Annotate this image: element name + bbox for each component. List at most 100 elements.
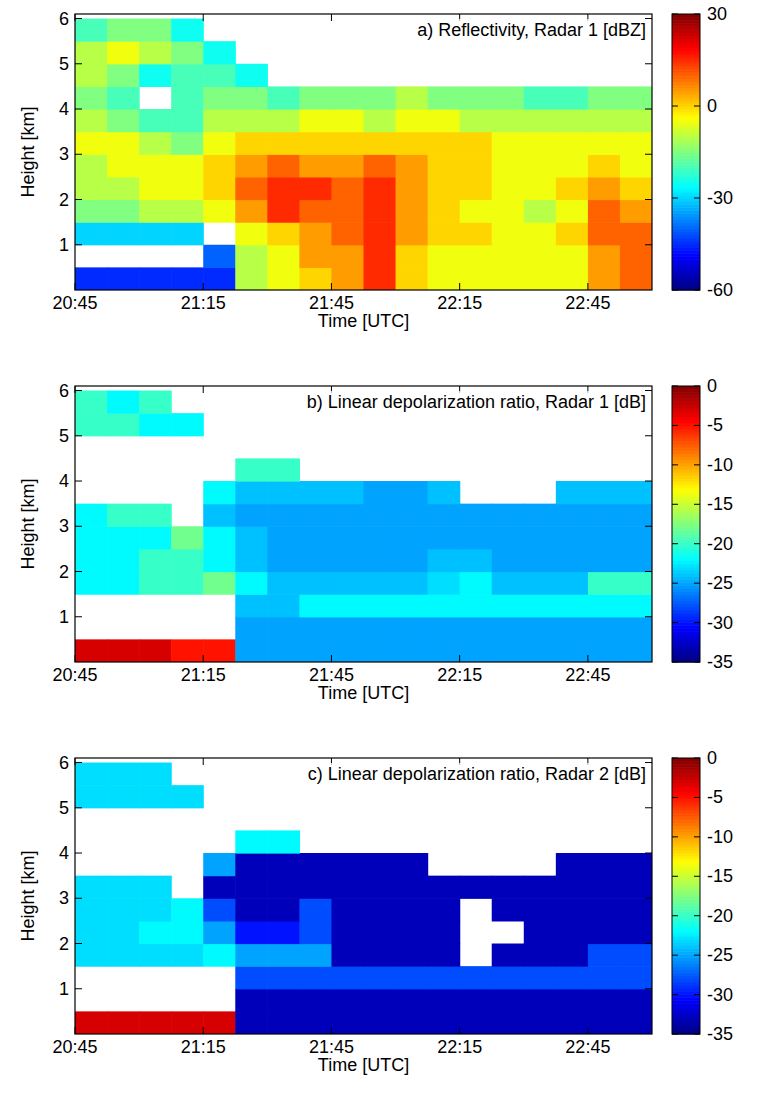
cell <box>139 898 172 921</box>
y-tick-label: 4 <box>59 843 69 863</box>
cell <box>428 222 461 245</box>
cell <box>364 86 397 109</box>
cell <box>235 617 268 640</box>
cell <box>171 572 204 595</box>
cell <box>171 177 204 200</box>
cell <box>203 41 236 64</box>
cell <box>556 898 589 921</box>
cell <box>460 594 493 617</box>
cell <box>203 1011 236 1034</box>
cell <box>524 267 557 290</box>
cell <box>139 763 172 786</box>
colorbar-label: -25 <box>707 945 733 965</box>
cell <box>235 830 268 853</box>
cell <box>460 109 493 132</box>
cell <box>620 267 652 290</box>
panel-title: c) Linear depolarization ratio, Radar 2 … <box>308 764 646 784</box>
cell <box>75 109 108 132</box>
cell <box>620 617 652 640</box>
x-tick <box>75 655 76 662</box>
cell <box>364 1011 397 1034</box>
cell <box>299 921 332 944</box>
x-axis-title: Time [UTC] <box>318 683 409 703</box>
cell <box>524 594 557 617</box>
cell <box>556 594 589 617</box>
cell <box>556 222 589 245</box>
cell <box>299 222 332 245</box>
cell <box>428 154 461 177</box>
cell <box>171 19 204 42</box>
cell <box>235 64 268 87</box>
cell <box>524 944 557 967</box>
x-tick <box>203 283 204 290</box>
y-tick <box>645 390 652 391</box>
cell <box>588 639 621 662</box>
y-tick <box>645 762 652 763</box>
cell <box>75 86 108 109</box>
cell <box>299 966 332 989</box>
colorbar-frame <box>672 14 700 290</box>
colorbar-tick <box>694 797 700 798</box>
cell <box>396 109 429 132</box>
cell <box>75 921 108 944</box>
cell <box>107 526 140 549</box>
cell <box>492 86 525 109</box>
colorbar-label: -10 <box>707 827 733 847</box>
cell <box>620 876 652 899</box>
colorbar-tick <box>694 876 700 877</box>
cell <box>331 639 364 662</box>
cell <box>235 504 268 527</box>
y-tick <box>645 807 652 808</box>
cell <box>171 921 204 944</box>
cell <box>331 526 364 549</box>
cell <box>588 200 621 223</box>
y-tick <box>645 18 652 19</box>
panel: 20:4521:1521:4522:1522:45123456Time [UTC… <box>18 4 733 331</box>
cell <box>396 853 429 876</box>
cell <box>139 549 172 572</box>
cell <box>460 989 493 1012</box>
cell <box>396 572 429 595</box>
y-tick <box>645 898 652 899</box>
cells <box>75 19 652 290</box>
cell <box>235 200 268 223</box>
colorbar-tick <box>672 797 678 798</box>
cell <box>267 177 300 200</box>
cell <box>139 572 172 595</box>
colorbar-tick <box>672 464 678 465</box>
y-tick-label: 1 <box>59 607 69 627</box>
y-tick <box>645 526 652 527</box>
cell <box>139 944 172 967</box>
colorbar-label: -15 <box>707 866 733 886</box>
cell <box>588 921 621 944</box>
cell <box>492 966 525 989</box>
cell <box>396 177 429 200</box>
cell <box>107 898 140 921</box>
cell <box>364 132 397 155</box>
cell <box>556 245 589 268</box>
cell <box>620 154 652 177</box>
cell <box>139 132 172 155</box>
cell <box>620 526 652 549</box>
colorbar: -60-30030 <box>672 4 733 300</box>
cell <box>460 177 493 200</box>
cell <box>620 572 652 595</box>
y-tick <box>75 988 82 989</box>
cell <box>396 549 429 572</box>
cell <box>107 177 140 200</box>
cell <box>428 267 461 290</box>
cell <box>364 966 397 989</box>
cell <box>75 639 108 662</box>
cell <box>235 154 268 177</box>
cell <box>267 830 300 853</box>
cell <box>524 526 557 549</box>
x-tick <box>331 655 332 662</box>
cell <box>107 200 140 223</box>
cell <box>620 132 652 155</box>
cell <box>588 572 621 595</box>
cell <box>460 876 493 899</box>
y-tick-label: 6 <box>59 9 69 29</box>
cell <box>75 413 108 436</box>
colorbar-label: -10 <box>707 455 733 475</box>
y-tick-label: 2 <box>59 562 69 582</box>
